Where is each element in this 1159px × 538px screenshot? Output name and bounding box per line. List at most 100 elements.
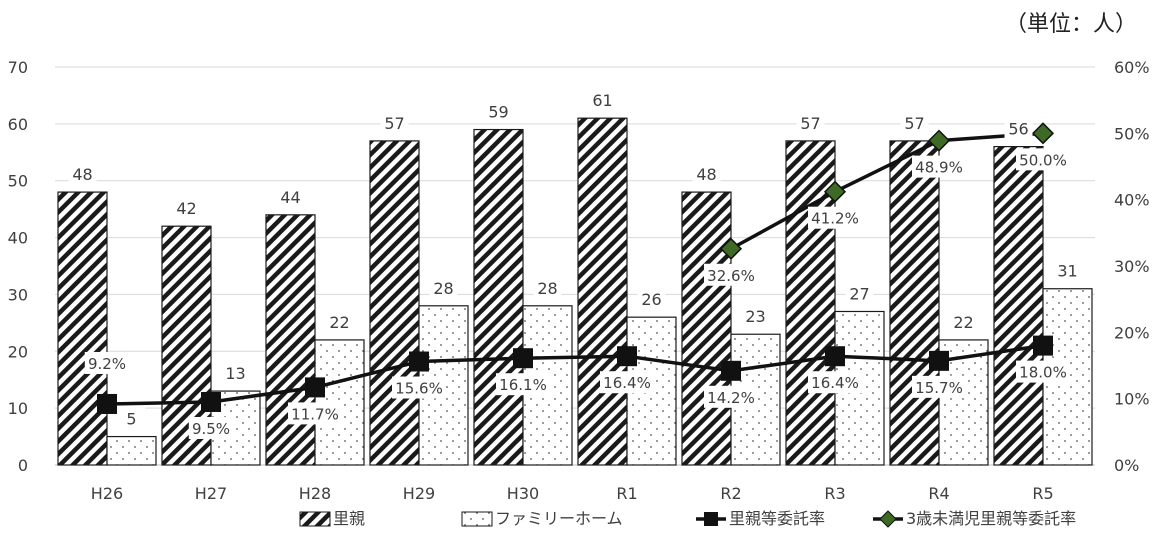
- bar-satooya: [993, 146, 1044, 466]
- x-tick-label: R2: [720, 484, 741, 503]
- bar-label-satooya: 56: [1008, 120, 1028, 139]
- y-tick-label: 0: [18, 456, 28, 475]
- unit-note: （単位：人）: [1004, 12, 1137, 37]
- x-tick-label: H26: [91, 484, 123, 503]
- bar-label-bg: [845, 282, 874, 305]
- data-labels: 48 5 42 13 44 22 57 28 59 28 61 26 48 23 57 27 57 22 56 31 9…: [68, 89, 1082, 439]
- bar-satooya: [369, 140, 420, 466]
- pct-label-under3: 50.0%: [1019, 151, 1067, 169]
- bar-label-family-home: 26: [641, 290, 661, 309]
- pct-label-satooya: 9.5%: [192, 420, 230, 438]
- pct-label-satooya: 15.6%: [395, 380, 443, 398]
- legend-swatch-satooya: [299, 511, 331, 527]
- pct-label-bg: [912, 375, 966, 398]
- x-tick-label: R5: [1032, 484, 1053, 503]
- bar-label-bg: [276, 185, 305, 208]
- pct-label-bg: [84, 351, 130, 374]
- bar-label-family-home: 27: [849, 284, 869, 303]
- marker-square: [513, 348, 533, 369]
- bar-family-home: [106, 435, 157, 466]
- marker-square: [201, 391, 221, 412]
- bar-satooya: [473, 128, 524, 466]
- marker-square: [409, 351, 429, 372]
- y-tick-label: 50: [8, 172, 28, 191]
- bar-label-family-home: 5: [126, 410, 136, 429]
- bar-label-bg: [221, 362, 250, 385]
- pct-label-satooya: 14.2%: [707, 389, 755, 407]
- bar-satooya: [57, 191, 108, 466]
- y2-tick-label: 10%: [1114, 390, 1150, 409]
- pct-label-bg: [288, 402, 342, 425]
- pct-label-satooya: 9.2%: [88, 355, 126, 373]
- pct-label-bg: [1016, 148, 1070, 171]
- y-tick-label: 40: [8, 229, 28, 248]
- bar-label-satooya: 57: [904, 114, 924, 133]
- legend-label-satooya-rate: 里親等委託率: [729, 509, 825, 528]
- x-tick-label: H28: [299, 484, 331, 503]
- y-tick-label: 70: [8, 58, 28, 77]
- bar-label-family-home: 22: [329, 313, 349, 332]
- legend-label-under3-rate: 3歳未満児里親等委託率: [906, 509, 1076, 528]
- bar-label-satooya: 57: [384, 114, 404, 133]
- pct-label-under3: 48.9%: [915, 159, 963, 177]
- pct-label-bg: [704, 263, 758, 286]
- y2-tick-label: 40%: [1114, 191, 1150, 210]
- bar-label-bg: [325, 310, 354, 333]
- bar-label-bg: [380, 111, 409, 134]
- marker-square: [305, 377, 325, 398]
- pct-label-bg: [496, 373, 550, 396]
- bar-label-family-home: 28: [433, 279, 453, 298]
- y2-tick-label: 60%: [1114, 58, 1150, 77]
- pct-label-bg: [808, 371, 862, 394]
- pct-label-satooya: 16.1%: [499, 376, 547, 394]
- bar-satooya: [889, 140, 940, 466]
- bar-label-bg: [117, 407, 146, 430]
- y-tick-label: 60: [8, 115, 28, 134]
- bar-label-bg: [484, 100, 513, 123]
- pct-label-bg: [392, 376, 446, 399]
- bar-satooya: [577, 117, 628, 466]
- y2-tick-label: 0%: [1114, 456, 1139, 475]
- bar-label-family-home: 22: [953, 313, 973, 332]
- bar-satooya: [265, 214, 316, 466]
- marker-square: [721, 360, 741, 381]
- legend-label-family-home: ファミリーホーム: [495, 509, 623, 528]
- bar-label-satooya: 57: [800, 114, 820, 133]
- marker-diamond: [823, 180, 847, 203]
- pct-label-satooya: 15.7%: [915, 379, 963, 397]
- pct-label-satooya: 11.7%: [291, 405, 339, 423]
- bar-label-family-home: 28: [537, 279, 557, 298]
- bar-label-bg: [692, 163, 721, 186]
- legend-label-satooya: 里親: [333, 509, 365, 528]
- x-tick-label: H30: [507, 484, 539, 503]
- bar-label-satooya: 42: [176, 199, 196, 218]
- bar-label-bg: [741, 305, 770, 328]
- bar-label-bg: [796, 111, 825, 134]
- pct-label-bg: [912, 155, 966, 178]
- marker-square: [929, 350, 949, 371]
- marker-diamond: [1031, 122, 1055, 145]
- pct-label-under3: 41.2%: [811, 210, 859, 228]
- pct-label-bg: [808, 206, 862, 229]
- marker-diamond: [719, 237, 743, 260]
- bar-label-bg: [68, 163, 97, 186]
- y-tick-label: 30: [8, 285, 28, 304]
- bar-label-bg: [533, 276, 562, 299]
- pct-label-satooya: 18.0%: [1019, 364, 1067, 382]
- legend-swatch-family-home: [461, 511, 493, 527]
- bar-label-satooya: 48: [696, 165, 716, 184]
- y-tick-label: 10: [8, 399, 28, 418]
- bar-label-bg: [429, 276, 458, 299]
- bar-label-satooya: 61: [592, 91, 612, 110]
- x-tick-label: H29: [403, 484, 435, 503]
- bar-label-family-home: 13: [225, 364, 245, 383]
- bar-label-bg: [588, 89, 617, 112]
- legend-marker-diamond: [879, 510, 897, 528]
- bar-label-bg: [1004, 117, 1033, 140]
- axes: 0 10 20 30 40 50 60 70 0% 10% 20% 30% 40% 50% 60% H26 H2…: [8, 58, 1150, 503]
- y2-tick-label: 50%: [1114, 124, 1150, 143]
- legend-marker-square: [704, 512, 718, 526]
- pct-label-bg: [1016, 360, 1070, 383]
- pct-label-under3: 32.6%: [707, 267, 755, 285]
